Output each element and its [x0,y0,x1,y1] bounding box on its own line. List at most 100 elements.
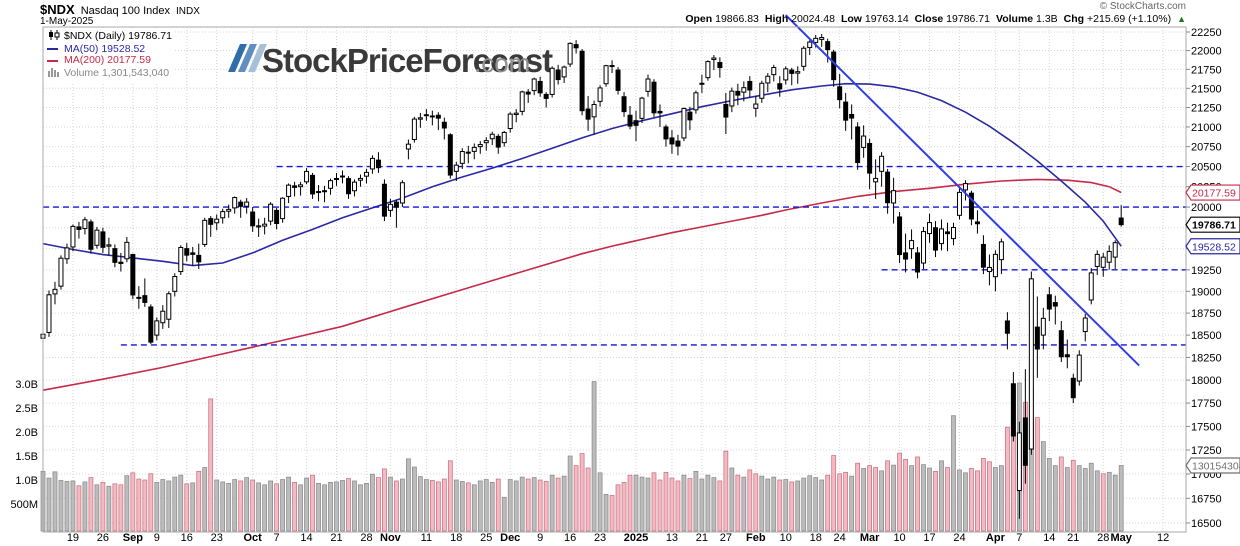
svg-text:18750: 18750 [1191,308,1222,320]
svg-text:20750: 20750 [1191,142,1222,154]
svg-text:21250: 21250 [1191,103,1222,115]
svg-text:Nov: Nov [380,532,402,544]
svg-text:9: 9 [154,532,160,544]
support-lines [43,165,1186,346]
chart-legend: $NDX (Daily) 19786.71 MA(50) 19528.52 MA… [45,29,175,82]
svg-text:17750: 17750 [1191,398,1222,410]
svg-text:14: 14 [300,532,312,544]
svg-text:24: 24 [953,532,965,544]
svg-text:Apr: Apr [986,532,1006,544]
svg-text:18250: 18250 [1191,352,1222,364]
svg-text:27: 27 [720,532,732,544]
svg-text:17500: 17500 [1191,421,1222,433]
chart-date: 1-May-2025 [40,16,94,27]
quote-close: Close 19786.71 [914,13,990,25]
svg-text:10: 10 [780,532,792,544]
svg-text:19528.52: 19528.52 [1192,241,1236,253]
svg-text:1301543040: 1301543040 [1192,461,1240,473]
svg-text:3.0B: 3.0B [15,379,38,391]
quote-low: Low 19763.14 [840,13,909,25]
volume-axis: 3.0B 2.5B 2.0B 1.5B 1.0B 500M [10,379,38,511]
svg-text:28: 28 [1097,532,1109,544]
svg-text:22250: 22250 [1191,27,1222,39]
svg-text:19250: 19250 [1191,265,1222,277]
price-flags: 20177.59 19786.71 19528.52 1301543040 [1185,184,1240,474]
svg-text:2.0B: 2.0B [15,427,38,439]
watermark: StockPriceForecast.com [228,42,554,79]
svg-text:21: 21 [696,532,708,544]
svg-text:12: 12 [1157,532,1169,544]
svg-text:10: 10 [893,532,905,544]
legend-ma200-label: MA(200) 20177.59 [64,54,151,66]
svg-text:16: 16 [181,532,193,544]
legend-series-label: $NDX (Daily) 19786.71 [64,30,172,42]
svg-text:20000: 20000 [1191,202,1222,214]
svg-text:19786.71: 19786.71 [1192,220,1236,232]
svg-text:9: 9 [537,532,543,544]
change-up-arrow-icon: ▲ [1177,14,1186,24]
legend-ma50-label: MA(50) 19528.52 [64,42,146,55]
svg-text:20500: 20500 [1191,162,1222,174]
svg-text:24: 24 [834,532,846,544]
svg-text:21500: 21500 [1191,83,1222,95]
quote-volume: Volume 1.3B [995,13,1058,25]
svg-text:2025: 2025 [624,532,648,544]
svg-text:18: 18 [450,532,462,544]
svg-text:25: 25 [480,532,492,544]
svg-text:16750: 16750 [1191,493,1222,505]
watermark-text: StockPriceForecast [262,42,553,79]
exchange-label: INDX [175,6,200,17]
svg-text:23: 23 [594,532,606,544]
svg-text:19000: 19000 [1191,286,1222,298]
ma50-line-icon [47,48,58,51]
chart-header: $NDX Nasdaq 100 Index INDX [40,2,200,17]
quote-high: High 20024.48 [764,13,835,25]
svg-text:17250: 17250 [1191,445,1222,457]
svg-text:11: 11 [421,532,432,544]
ohlc-readout: Open 19866.83 High 20024.48 Low 19763.14 Cl… [685,13,1186,25]
svg-text:16500: 16500 [1191,518,1222,530]
svg-text:17: 17 [923,532,935,544]
svg-text:13: 13 [666,532,678,544]
date-axis: 19 26 Sep 9 16 23 Oct 7 14 21 28 Nov 11 18 25 Dec 9 16 23 2… [67,532,1169,544]
ma50-line [42,82,1122,267]
svg-text:14: 14 [1043,532,1055,544]
index-name-label: Nasdaq 100 Index [80,5,170,17]
svg-text:21000: 21000 [1191,122,1222,134]
svg-text:21: 21 [330,532,342,544]
copyright-note: © StockCharts.com [1099,1,1186,12]
svg-text:21750: 21750 [1191,64,1222,76]
svg-text:22000: 22000 [1191,46,1222,58]
downtrend-line [785,14,1140,367]
svg-text:Sep: Sep [123,532,143,544]
svg-text:19: 19 [67,532,79,544]
quote-chg: Chg +215.69 (+1.10%) [1063,13,1172,25]
svg-text:23: 23 [211,532,223,544]
svg-text:28: 28 [360,532,372,544]
svg-text:1.0B: 1.0B [15,475,38,487]
svg-text:18000: 18000 [1191,375,1222,387]
svg-text:Feb: Feb [746,532,766,544]
candlestick-icon [47,30,61,44]
legend-volume-label: Volume 1,301,543,040 [64,66,170,79]
svg-text:20177.59: 20177.59 [1192,188,1236,200]
symbol-label: $NDX [40,2,75,17]
svg-text:26: 26 [97,532,109,544]
svg-text:Dec: Dec [500,532,520,544]
svg-text:16: 16 [564,532,576,544]
watermark-suffix: .com [474,48,530,78]
grid-lines [43,27,1186,532]
plot-border [42,26,1187,533]
svg-text:2.5B: 2.5B [15,403,38,415]
svg-text:18: 18 [810,532,822,544]
svg-text:18500: 18500 [1191,330,1222,342]
candlesticks [40,34,1124,519]
volume-bars-icon [47,67,61,81]
ma200-line-icon [47,59,58,62]
volume-bars [40,381,1124,532]
svg-text:500M: 500M [10,499,38,511]
ma200-line [42,178,1122,391]
price-axis: 22250 22000 21750 21500 21250 21000 20750 20500… [1186,27,1222,530]
